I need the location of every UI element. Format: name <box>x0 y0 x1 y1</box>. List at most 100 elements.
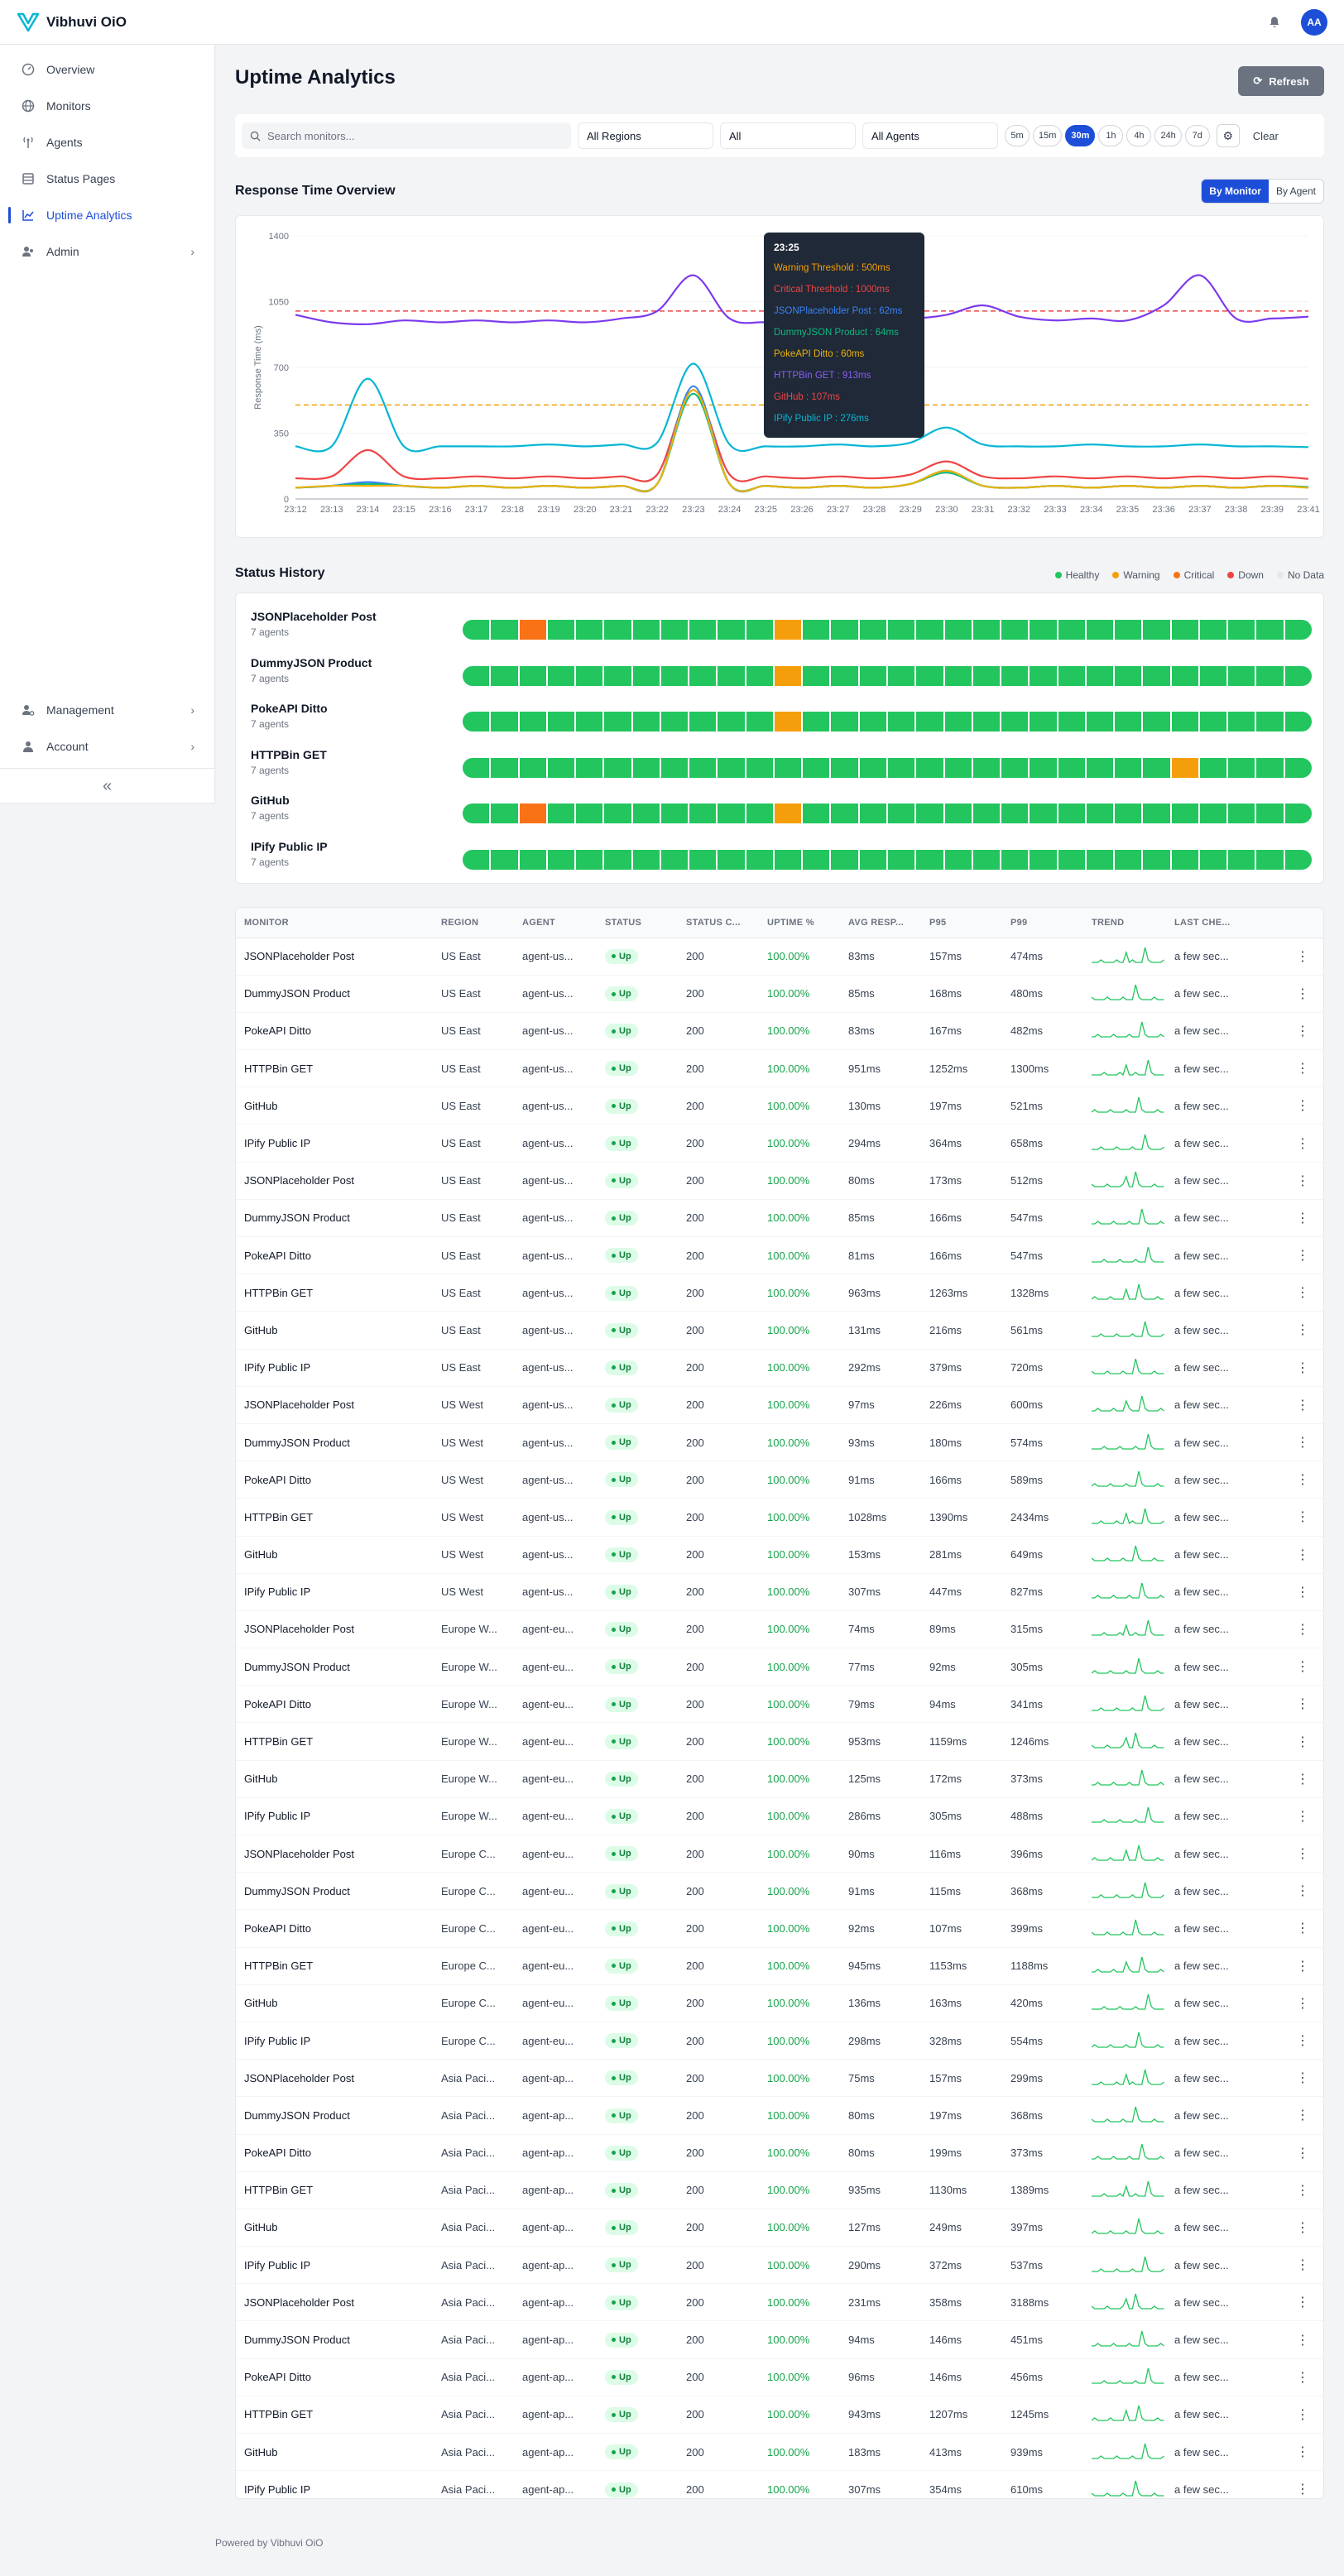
table-row[interactable]: HTTPBin GET Europe W... agent-eu... Up 200 10… <box>236 1722 1323 1761</box>
column-header[interactable]: MONITOR <box>236 908 433 938</box>
history-segment[interactable] <box>718 757 745 778</box>
history-segment[interactable] <box>519 849 546 870</box>
table-row[interactable]: IPify Public IP Europe W... agent-eu... Up 2… <box>236 1797 1323 1836</box>
history-segment[interactable] <box>632 665 660 686</box>
history-segment[interactable] <box>887 665 915 686</box>
history-segment[interactable] <box>1115 712 1142 732</box>
history-segment[interactable] <box>1228 712 1255 732</box>
history-segment[interactable] <box>916 849 943 870</box>
history-segment[interactable] <box>972 620 1001 640</box>
history-segment[interactable] <box>859 620 886 640</box>
history-segment[interactable] <box>576 849 603 870</box>
history-segment[interactable] <box>746 757 773 778</box>
history-segment[interactable] <box>1001 712 1029 732</box>
history-segment[interactable] <box>1199 665 1227 686</box>
user-avatar[interactable]: AA <box>1301 8 1327 36</box>
row-menu-button[interactable]: ⋮ <box>1282 1087 1323 1125</box>
history-segment[interactable] <box>1058 620 1085 640</box>
table-row[interactable]: IPify Public IP US East agent-us... Up 200 10… <box>236 1349 1323 1387</box>
history-segment[interactable] <box>887 804 915 823</box>
sidebar-item-account[interactable]: Account › <box>0 728 214 765</box>
history-segment[interactable] <box>1228 849 1255 870</box>
history-segment[interactable] <box>1086 712 1114 732</box>
column-header[interactable]: AGENT <box>514 908 597 938</box>
row-menu-button[interactable]: ⋮ <box>1282 1610 1323 1649</box>
history-segment[interactable] <box>972 712 1001 732</box>
history-segment[interactable] <box>632 804 660 823</box>
history-segment[interactable] <box>1171 712 1198 732</box>
row-menu-button[interactable]: ⋮ <box>1282 2209 1323 2247</box>
history-segment[interactable] <box>491 665 518 686</box>
history-segment[interactable] <box>1086 757 1114 778</box>
table-row[interactable]: GitHub Europe W... agent-eu... Up 200 100.00%… <box>236 1760 1323 1798</box>
history-segment[interactable] <box>1086 804 1114 823</box>
history-segment[interactable] <box>831 757 858 778</box>
history-segment[interactable] <box>632 712 660 732</box>
row-menu-button[interactable]: ⋮ <box>1282 2283 1323 2322</box>
history-segment[interactable] <box>1001 665 1029 686</box>
search-input[interactable]: Search monitors... <box>242 122 571 149</box>
history-segment[interactable] <box>746 712 773 732</box>
table-row[interactable]: DummyJSON Product US East agent-us... Up 200… <box>236 1199 1323 1238</box>
history-segment[interactable] <box>916 665 943 686</box>
table-row[interactable]: HTTPBin GET Asia Paci... agent-ap... Up 200 1… <box>236 2171 1323 2209</box>
range-button-1h[interactable]: 1h <box>1098 125 1124 146</box>
history-segment[interactable] <box>689 757 717 778</box>
history-segment[interactable] <box>1030 665 1057 686</box>
row-menu-button[interactable]: ⋮ <box>1282 1461 1323 1499</box>
table-row[interactable]: JSONPlaceholder Post US East agent-us... Up… <box>236 938 1323 976</box>
table-row[interactable]: IPify Public IP US East agent-us... Up 200 10… <box>236 1124 1323 1163</box>
history-segment[interactable] <box>1030 712 1057 732</box>
history-segment[interactable] <box>547 665 575 686</box>
history-segment[interactable] <box>774 757 802 778</box>
history-segment[interactable] <box>1228 665 1255 686</box>
history-segment[interactable] <box>944 804 972 823</box>
history-segment[interactable] <box>604 849 631 870</box>
history-segment[interactable] <box>1115 757 1142 778</box>
history-segment[interactable] <box>689 712 717 732</box>
history-segment[interactable] <box>576 620 603 640</box>
table-row[interactable]: GitHub Asia Paci... agent-ap... Up 200 100.00… <box>236 2209 1323 2247</box>
row-menu-button[interactable]: ⋮ <box>1282 1947 1323 1985</box>
row-menu-button[interactable]: ⋮ <box>1282 2320 1323 2359</box>
by-monitor-button[interactable]: By Monitor <box>1202 180 1269 203</box>
history-segment[interactable] <box>803 665 830 686</box>
row-menu-button[interactable]: ⋮ <box>1282 1909 1323 1948</box>
column-header[interactable]: REGION <box>433 908 514 938</box>
region-select[interactable]: All Regions <box>578 122 713 149</box>
history-segment[interactable] <box>660 804 689 823</box>
history-segment[interactable] <box>859 757 886 778</box>
history-segment[interactable] <box>1030 757 1057 778</box>
history-segment[interactable] <box>491 757 518 778</box>
history-segment[interactable] <box>463 712 490 732</box>
history-segment[interactable] <box>718 849 745 870</box>
table-row[interactable]: PokeAPI Ditto US East agent-us... Up 200 100.… <box>236 1236 1323 1275</box>
row-menu-button[interactable]: ⋮ <box>1282 1536 1323 1574</box>
history-segment[interactable] <box>944 620 972 640</box>
history-segment[interactable] <box>1115 849 1142 870</box>
history-segment[interactable] <box>1171 620 1198 640</box>
history-segment[interactable] <box>1171 757 1198 778</box>
sidebar-item-status-pages[interactable]: Status Pages <box>0 161 214 197</box>
sidebar-item-admin[interactable]: Admin › <box>0 233 214 270</box>
row-menu-button[interactable]: ⋮ <box>1282 1722 1323 1761</box>
table-row[interactable]: IPify Public IP Europe C... agent-eu... Up 2… <box>236 2022 1323 2060</box>
table-row[interactable]: DummyJSON Product Asia Paci... agent-ap...… <box>236 2096 1323 2135</box>
row-menu-button[interactable]: ⋮ <box>1282 938 1323 976</box>
row-menu-button[interactable]: ⋮ <box>1282 1311 1323 1350</box>
history-segment[interactable] <box>916 620 943 640</box>
history-segment[interactable] <box>1143 849 1170 870</box>
history-segment[interactable] <box>774 712 802 732</box>
range-button-30m[interactable]: 30m <box>1065 125 1096 146</box>
table-row[interactable]: GitHub US West agent-us... Up 200 100.00% 153m… <box>236 1536 1323 1574</box>
history-segment[interactable] <box>774 665 802 686</box>
row-menu-button[interactable]: ⋮ <box>1282 1498 1323 1537</box>
table-row[interactable]: PokeAPI Ditto Europe C... agent-eu... Up 200… <box>236 1909 1323 1948</box>
history-segment[interactable] <box>1228 804 1255 823</box>
row-menu-button[interactable]: ⋮ <box>1282 1872 1323 1911</box>
history-segment[interactable] <box>1030 849 1057 870</box>
history-segment[interactable] <box>1058 757 1085 778</box>
history-segment[interactable] <box>1058 849 1085 870</box>
table-row[interactable]: GitHub US East agent-us... Up 200 100.00% 131m… <box>236 1311 1323 1350</box>
history-segment[interactable] <box>944 665 972 686</box>
